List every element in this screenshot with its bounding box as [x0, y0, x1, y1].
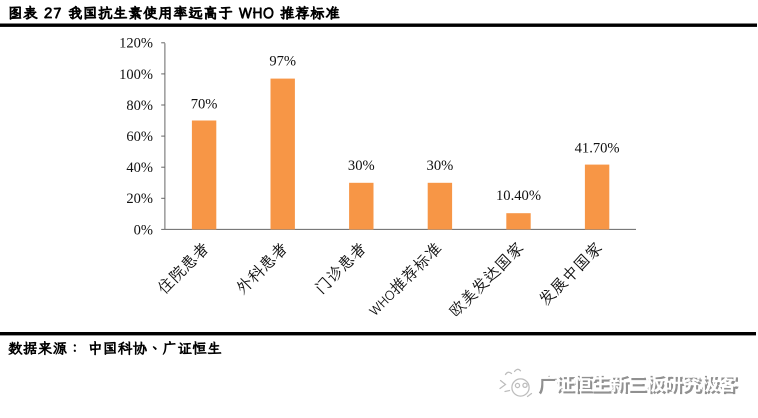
svg-text:30%: 30%: [348, 158, 375, 174]
svg-text:20%: 20%: [126, 191, 153, 207]
svg-text:60%: 60%: [126, 129, 153, 145]
svg-text:10.40%: 10.40%: [496, 188, 541, 204]
svg-text:30%: 30%: [427, 158, 454, 174]
svg-text:70%: 70%: [191, 97, 218, 113]
svg-text:97%: 97%: [269, 53, 296, 69]
svg-text:41.70%: 41.70%: [575, 141, 620, 157]
svg-text:0%: 0%: [134, 222, 153, 238]
svg-text:120%: 120%: [119, 36, 153, 52]
svg-text:80%: 80%: [126, 98, 153, 114]
svg-text:100%: 100%: [119, 67, 153, 83]
svg-text:40%: 40%: [126, 160, 153, 176]
